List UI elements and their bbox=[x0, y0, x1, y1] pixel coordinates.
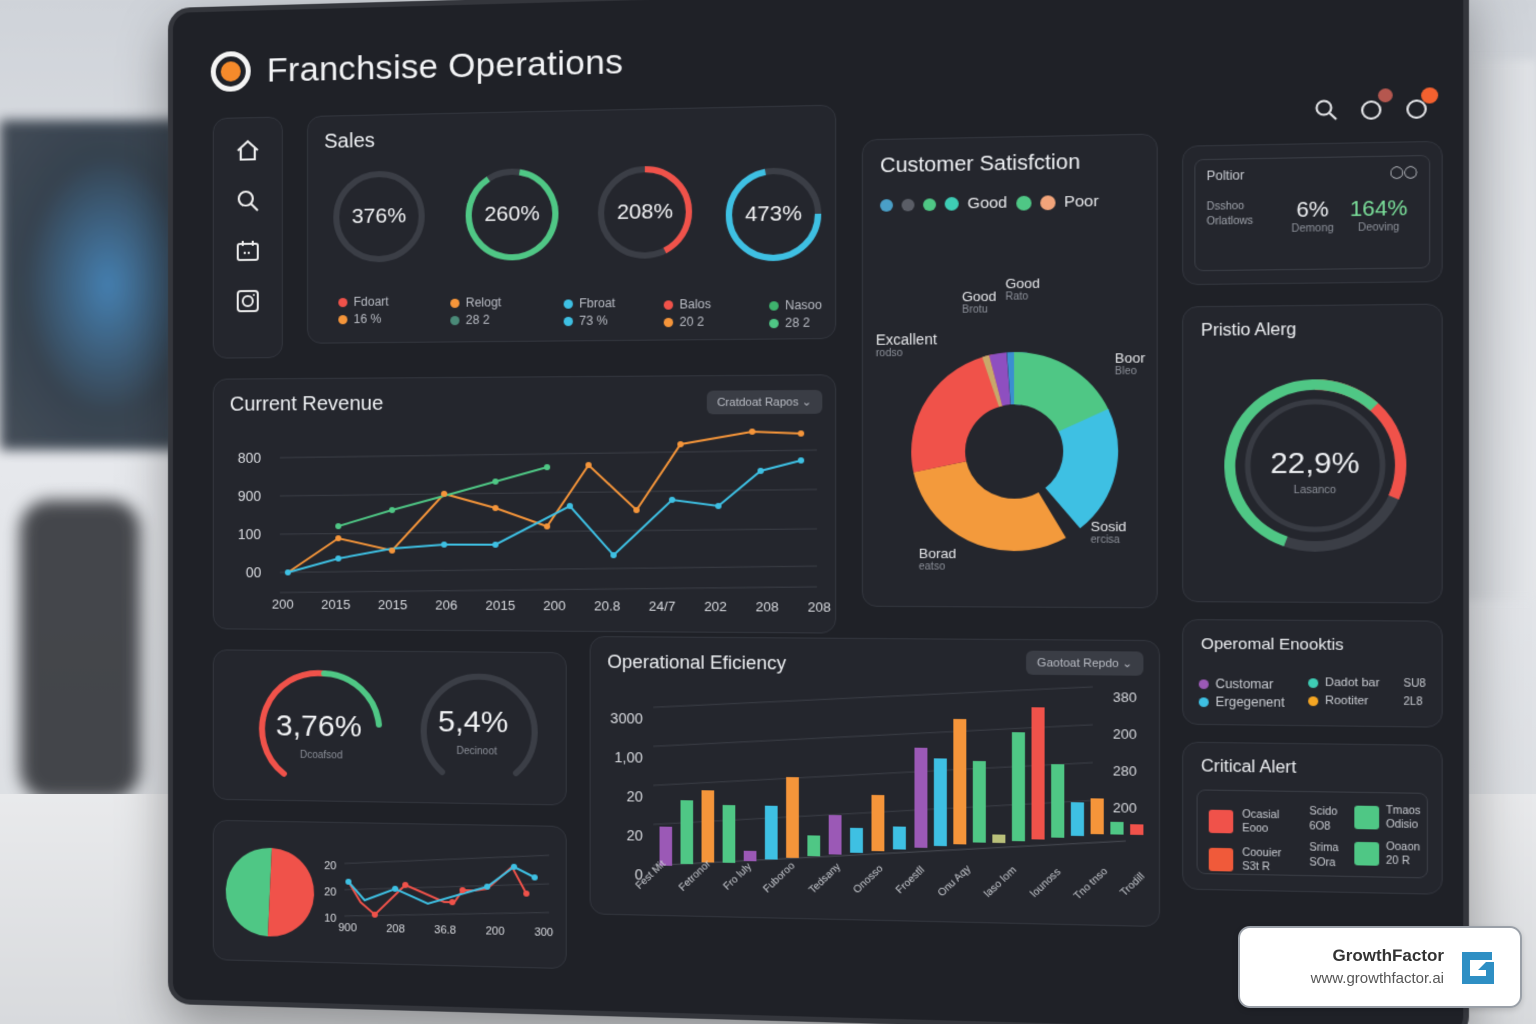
app-title: Franchsise Operations bbox=[266, 42, 624, 90]
donut-label-sosid: Sosid ercisa bbox=[1090, 518, 1127, 547]
donut-label-excellent: Excallent rodso bbox=[875, 330, 937, 360]
sales-ring-2: 260% bbox=[463, 165, 562, 264]
donut-label-boor: Boor Bleo bbox=[1114, 349, 1146, 378]
notification-badge bbox=[1378, 88, 1393, 103]
kpi-gauge-1-value: 3,76% bbox=[275, 709, 362, 744]
engagement-legend-right: Dadot bar Rootiter bbox=[1308, 674, 1380, 711]
revenue-line-chart bbox=[214, 375, 837, 634]
growthfactor-watermark[interactable]: GrowthFactor www.growthfactor.ai bbox=[1238, 926, 1522, 1008]
kpi-gauges-panel: 3,76% Dcoafsod 5,4% Decinoot bbox=[212, 649, 568, 806]
alert-gauge-value: 22,9% bbox=[1270, 446, 1360, 480]
calendar-icon[interactable] bbox=[234, 237, 262, 266]
sales-ring-1: 376% bbox=[330, 167, 428, 266]
alert-gauge-panel: Pristio Alerg 22,9% Lasanco bbox=[1182, 303, 1443, 604]
kpi-gauge-2-value: 5,4% bbox=[438, 704, 509, 740]
donut-label-borad: Borad eatso bbox=[918, 545, 957, 573]
kpi-gauge-1-sublabel: Dcoafsod bbox=[299, 749, 343, 762]
mini-pie-chart bbox=[225, 847, 568, 938]
engagement-panel: Operomal Enooktis Customar Ergegenent Da… bbox=[1182, 619, 1443, 728]
engagement-title: Operomal Enooktis bbox=[1200, 635, 1344, 655]
sales-legend-4: Balos 20 2 bbox=[663, 296, 711, 331]
critical-alert-title: Critical Alert bbox=[1200, 757, 1297, 778]
alert-badge bbox=[1421, 87, 1439, 104]
position-title: Poltior bbox=[1206, 167, 1245, 184]
kpi-gauge-2-sublabel: Decinoot bbox=[456, 745, 497, 758]
position-metric-1: 6% Demong bbox=[1291, 198, 1334, 236]
critical-row-1[interactable]: Ocasial Eooo bbox=[1208, 808, 1279, 837]
monitor: Franchsise Operations bbox=[168, 0, 1469, 1024]
critical-alert-panel: Critical Alert Ocasial Eooo Coouier S3t R … bbox=[1182, 741, 1443, 895]
critical-right-1[interactable]: Tmaos Odisio bbox=[1354, 803, 1421, 832]
search-icon[interactable] bbox=[1314, 98, 1339, 122]
engagement-values: SU8 2L8 bbox=[1403, 678, 1426, 709]
position-settings-icon[interactable]: ◯◯ bbox=[1389, 165, 1418, 180]
donut-label-good-1: Good Brotu bbox=[961, 288, 997, 316]
background-screen bbox=[0, 120, 180, 450]
sales-legend-5: Nasoo 28 2 bbox=[769, 297, 822, 333]
revenue-panel: Current Revenue Cratdoat Rapos ⌄ 800 900… bbox=[212, 374, 837, 634]
mini-y-axis: 20 20 10 bbox=[324, 860, 337, 925]
notification-icon[interactable] bbox=[1359, 88, 1393, 121]
camera-icon[interactable] bbox=[234, 287, 262, 315]
home-icon[interactable] bbox=[234, 136, 262, 165]
sales-legend-1: Fdoart 16 % bbox=[338, 293, 389, 328]
search-icon[interactable] bbox=[234, 186, 262, 215]
sidebar bbox=[212, 116, 283, 359]
watermark-title: GrowthFactor bbox=[1332, 946, 1444, 965]
mini-chart-panel: 20 20 10 900 208 36.8 200 300 bbox=[212, 819, 568, 970]
critical-right-2[interactable]: Ooaon 20 R bbox=[1354, 840, 1420, 869]
sales-panel: Sales 376% 260% 208% 473% Fdoart 16 % bbox=[307, 104, 837, 344]
sales-legend-2: Relogt 28 2 bbox=[450, 294, 501, 329]
sales-title: Sales bbox=[324, 129, 375, 153]
critical-row-2[interactable]: Coouier S3t R bbox=[1208, 846, 1281, 875]
sales-legend-3: Fbroat 73 % bbox=[563, 295, 615, 330]
alert-icon[interactable] bbox=[1404, 87, 1439, 120]
kpi-gauge-1 bbox=[214, 650, 568, 806]
app-logo-icon bbox=[210, 50, 251, 93]
alert-gauge-sublabel: Lasanco bbox=[1293, 484, 1337, 497]
engagement-legend-left: Customar Ergegenent bbox=[1198, 675, 1285, 712]
sales-ring-3: 208% bbox=[595, 162, 695, 262]
satisfaction-panel: Customer Satisfction Good Poor bbox=[861, 133, 1158, 609]
app-header: Franchsise Operations bbox=[210, 41, 624, 93]
background-chair bbox=[20, 500, 140, 800]
critical-mid-values: Scido 6O8 Srima SOra bbox=[1309, 805, 1339, 870]
position-left-labels: Dsshoo Orlatlows bbox=[1206, 200, 1253, 228]
dashboard-screen: Franchsise Operations bbox=[173, 0, 1463, 1024]
position-metric-2: 164% Deoving bbox=[1349, 197, 1408, 235]
position-panel: Poltior ◯◯ Dsshoo Orlatlows 6% Demong 164… bbox=[1182, 140, 1443, 286]
sales-ring-4: 473% bbox=[723, 164, 825, 265]
growthfactor-logo-icon bbox=[1462, 952, 1494, 984]
efficiency-panel: Operational Eficiency Gaotoat Repdo ⌄ 30… bbox=[589, 635, 1160, 928]
header-actions bbox=[1314, 87, 1439, 122]
watermark-url: www.growthfactor.ai bbox=[1310, 970, 1444, 987]
donut-label-good-2: Good Rato bbox=[1005, 275, 1041, 303]
